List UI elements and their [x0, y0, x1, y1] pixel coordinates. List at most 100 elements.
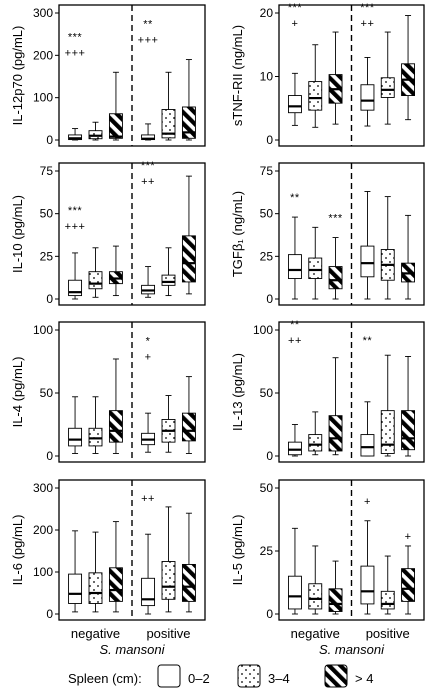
significance-mark: ++ — [288, 335, 302, 347]
box-iqr — [288, 441, 302, 456]
box-negative-0-2 — [68, 396, 83, 454]
box-negative-4 — [328, 560, 343, 615]
box-iqr — [161, 561, 176, 600]
y-axis-title: sTNF-RII (ng/mL) — [230, 25, 245, 126]
y-tick-label: 300 — [33, 6, 53, 20]
y-axis-title: TGFβ₁ (ng/mL) — [230, 191, 245, 277]
legend-label: > 4 — [355, 671, 373, 686]
y-tick-label: 10 — [260, 70, 274, 84]
y-tick-label: 100 — [33, 91, 53, 105]
y-tick-label: 50 — [260, 386, 274, 400]
panel-il-10-pg-ml: 0 25 50 75 IL-10 (pg/mL) *** +++ *** ++ — [10, 160, 206, 306]
box-iqr — [181, 235, 196, 283]
y-tick-label: 0 — [46, 449, 53, 463]
box-negative-0-2 — [68, 128, 83, 141]
y-axis-title: IL-5 (pg/mL) — [230, 515, 245, 586]
significance-mark: ** — [290, 319, 300, 331]
box-negative-0-2 — [288, 424, 302, 457]
box-positive-0-2 — [360, 520, 375, 615]
box-positive-0-2 — [141, 123, 156, 141]
box-iqr — [401, 410, 415, 451]
significance-mark: *** — [68, 205, 83, 217]
box-negative-3-4 — [88, 531, 103, 613]
box-negative-3-4 — [88, 247, 103, 298]
legend-swatch — [324, 664, 348, 688]
box-iqr — [181, 412, 196, 442]
box-negative-0-2 — [288, 72, 302, 126]
box-negative-4 — [328, 357, 343, 456]
box-iqr — [108, 113, 123, 139]
y-axis-title: IL-6 (pg/mL) — [10, 515, 25, 586]
box-negative-3-4 — [88, 396, 103, 454]
box-positive-3-4 — [161, 247, 176, 297]
box-iqr — [380, 590, 395, 610]
y-tick-label: 75 — [40, 164, 54, 178]
box-negative-4 — [328, 237, 343, 300]
legend-swatch — [237, 664, 261, 688]
box-iqr — [68, 573, 83, 604]
significance-mark: +++ — [65, 221, 86, 233]
x-group-label-negative: negative — [71, 626, 120, 641]
box-negative-0-2 — [68, 530, 83, 613]
y-tick-label: 75 — [260, 164, 274, 178]
box-positive-4 — [181, 376, 196, 454]
box-iqr — [288, 575, 302, 610]
y-tick-label: 100 — [33, 323, 53, 337]
box-positive-0-2 — [360, 401, 375, 457]
box-positive-3-4 — [380, 31, 395, 125]
box-iqr — [141, 577, 156, 607]
significance-mark: * — [146, 336, 151, 348]
panel-il-13-pg-ml: 0 50 100 IL-13 (pg/mL) ** ++ ** — [230, 319, 425, 463]
box-iqr — [328, 266, 343, 290]
box-negative-4 — [108, 521, 123, 613]
box-iqr — [401, 568, 415, 602]
box-negative-0-2 — [68, 252, 83, 300]
box-negative-0-2 — [288, 527, 302, 615]
box-iqr — [380, 77, 395, 98]
box-negative-3-4 — [308, 226, 323, 300]
y-tick-label: 50 — [40, 207, 54, 221]
box-iqr — [308, 583, 323, 610]
box-iqr — [68, 427, 83, 447]
box-negative-3-4 — [308, 545, 323, 615]
x-axis-title: S. mansoni — [319, 642, 385, 657]
legend-label: 0–2 — [188, 671, 210, 686]
box-positive-4 — [181, 512, 196, 613]
box-iqr — [360, 434, 375, 457]
y-tick-label: 0 — [266, 133, 273, 147]
panel-stnf-rii-ng-ml: 0 10 20 sTNF-RII (ng/mL) *** + *** ++ — [230, 2, 425, 147]
legend-item-0-2: 0–2 — [157, 664, 210, 688]
box-positive-0-2 — [141, 266, 156, 298]
legend-title: Spleen (cm): — [68, 671, 142, 686]
box-positive-4 — [181, 175, 196, 295]
box-positive-3-4 — [161, 506, 176, 613]
y-tick-label: 50 — [260, 207, 274, 221]
legend-item-3-4: 3–4 — [237, 664, 290, 688]
box-negative-3-4 — [308, 411, 323, 456]
box-iqr — [360, 245, 375, 278]
legend-item-4: > 4 — [324, 664, 373, 688]
box-iqr — [360, 565, 375, 605]
box-iqr — [360, 84, 375, 111]
y-tick-label: 0 — [46, 133, 53, 147]
box-iqr — [380, 410, 395, 454]
significance-mark: ** — [143, 19, 153, 31]
box-positive-4 — [401, 15, 415, 121]
box-iqr — [288, 95, 302, 114]
box-iqr — [181, 106, 196, 139]
box-iqr — [88, 572, 103, 604]
y-tick-label: 0 — [266, 292, 273, 306]
box-positive-4: + — [401, 531, 415, 615]
significance-mark: + — [291, 18, 298, 30]
significance-mark: ** — [363, 335, 373, 347]
box-iqr — [161, 109, 176, 139]
significance-mark: + — [145, 352, 152, 364]
x-group-label-positive: positive — [146, 626, 190, 641]
significance-mark: + — [405, 531, 412, 543]
significance-mark: *** — [360, 2, 375, 14]
box-iqr — [88, 427, 103, 447]
panel-il-4-pg-ml: 0 50 100 IL-4 (pg/mL) * + — [10, 321, 206, 463]
